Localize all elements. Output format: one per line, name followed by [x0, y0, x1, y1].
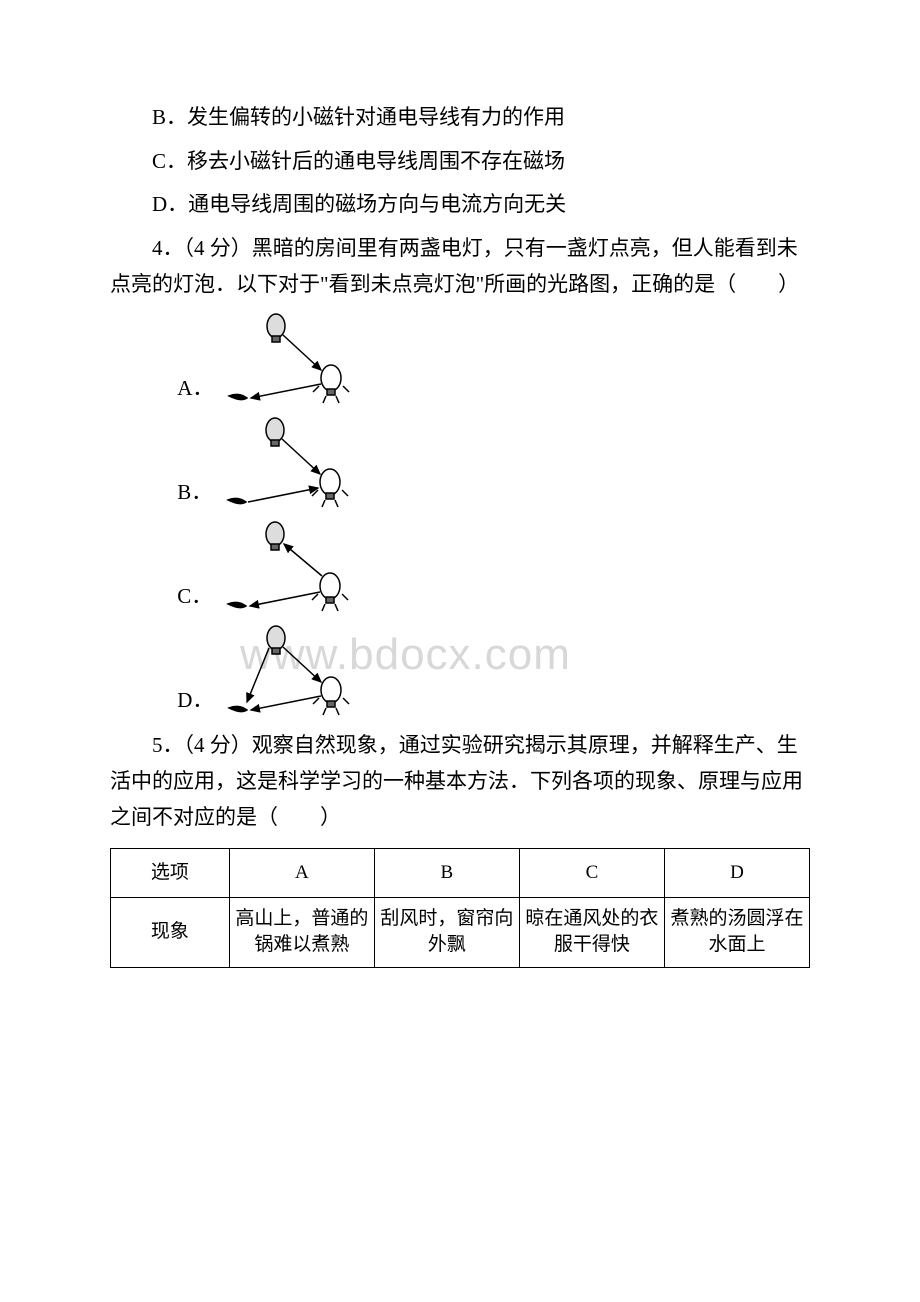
q5-text: 5．（4 分）观察自然现象，通过实验研究揭示其原理，并解释生产、生活中的应用，这… [110, 728, 810, 835]
table-row: 现象 高山上，普通的锅难以煮熟 刮风时，窗帘向外飘 晾在通风处的衣服干得快 煮熟… [111, 897, 810, 967]
cell-b: 刮风时，窗帘向外飘 [374, 897, 519, 967]
q3-option-d: D．通电导线周围的磁场方向与电流方向无关 [110, 187, 810, 223]
q3-option-b: B．发生偏转的小磁针对通电导线有力的作用 [110, 100, 810, 136]
header-b: B [374, 848, 519, 897]
cell-a: 高山上，普通的锅难以煮熟 [229, 897, 374, 967]
q4-diagram-a [221, 308, 371, 408]
q4-letter-a: A． [177, 371, 213, 409]
q4-option-c: C． [110, 516, 810, 616]
cell-c: 晾在通风处的衣服干得快 [519, 897, 664, 967]
cell-d: 煮熟的汤圆浮在水面上 [664, 897, 809, 967]
q4-diagram-d [221, 620, 371, 720]
q4-letter-b: B． [177, 475, 212, 513]
header-d: D [664, 848, 809, 897]
q5-table: 选项 A B C D 现象 高山上，普通的锅难以煮熟 刮风时，窗帘向外飘 晾在通… [110, 848, 810, 968]
header-c: C [519, 848, 664, 897]
table-header-row: 选项 A B C D [111, 848, 810, 897]
document-content: B．发生偏转的小磁针对通电导线有力的作用 C．移去小磁针后的通电导线周围不存在磁… [110, 100, 810, 968]
header-a: A [229, 848, 374, 897]
q4-diagram-b [220, 412, 370, 512]
q4-diagram-c [220, 516, 370, 616]
q4-option-d: D． [110, 620, 810, 720]
q3-option-c: C．移去小磁针后的通电导线周围不存在磁场 [110, 144, 810, 180]
q4-letter-d: D． [177, 683, 213, 721]
q4-letter-c: C． [177, 579, 212, 617]
q4-option-b: B． [110, 412, 810, 512]
q4-option-a: A． [110, 308, 810, 408]
q4-text: 4．（4 分）黑暗的房间里有两盏电灯，只有一盏灯点亮，但人能看到未点亮的灯泡．以… [110, 231, 810, 302]
header-option: 选项 [111, 848, 230, 897]
row-label: 现象 [111, 897, 230, 967]
